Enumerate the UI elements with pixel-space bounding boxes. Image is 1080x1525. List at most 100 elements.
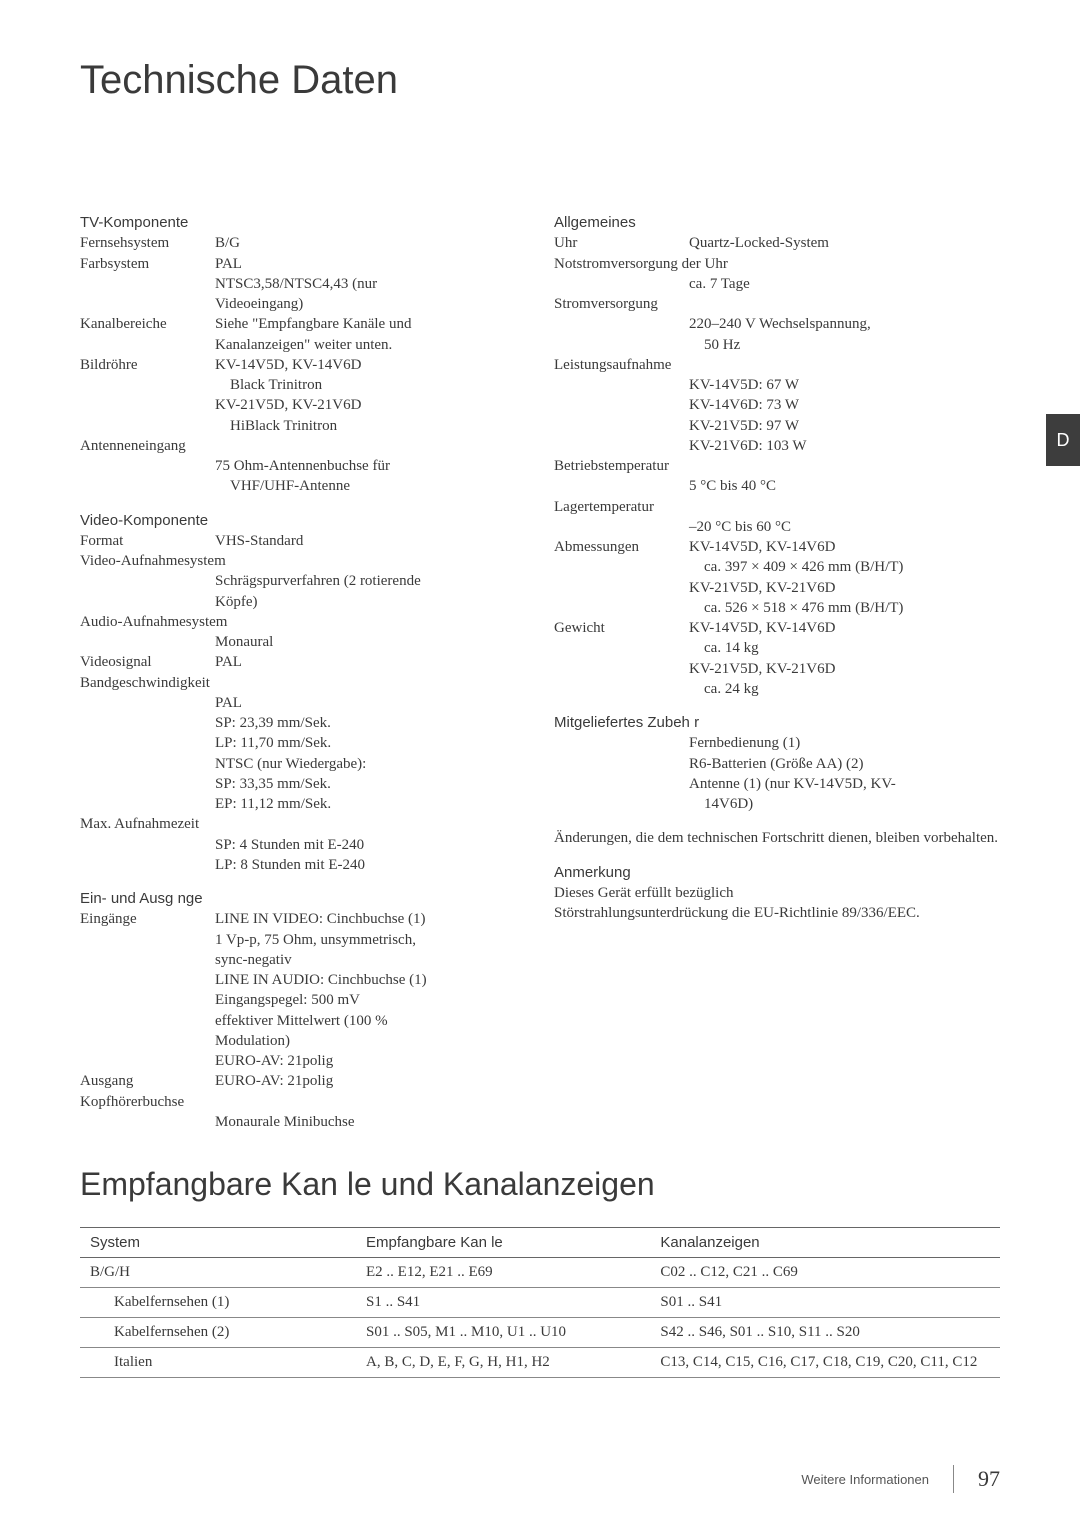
section-heading: TV-Komponente [80,213,526,233]
spec-value: EURO-AV: 21polig [215,1071,526,1091]
table-row: B/G/HE2 .. E12, E21 .. E69C02 .. C12, C2… [80,1258,1000,1288]
spec-line: KV-14V5D: 67 W [554,375,1000,395]
spec-line: effektiver Mittelwert (100 % [80,1011,526,1031]
spec-line: Eingangspegel: 500 mV [80,990,526,1010]
spec-key: Uhr [554,233,689,253]
table-cell: C02 .. C12, C21 .. C69 [650,1258,1000,1288]
spec-value: PAL [215,652,526,672]
note-text: Dieses Gerät erfüllt bezüglich [554,883,1000,903]
note-text: Störstrahlungsunterdrückung die EU-Richt… [554,903,1000,923]
section-tab: D [1046,414,1080,466]
spec-line: EURO-AV: 21polig [80,1051,526,1071]
section-heading: Video-Komponente [80,511,526,531]
spec-value: KV-14V5D, KV-14V6D [689,618,1000,638]
spec-key: Fernsehsystem [80,233,215,253]
spec-line: 220–240 V Wechselspannung, [554,314,1000,334]
table-header: Kanalanzeigen [650,1228,1000,1258]
spec-line: R6-Batterien (Größe AA) (2) [554,754,1000,774]
spec-key: Antenneneingang [80,436,526,456]
table-cell: C13, C14, C15, C16, C17, C18, C19, C20, … [650,1348,1000,1378]
spec-key: Kanalbereiche [80,314,215,334]
table-cell: S01 .. S41 [650,1288,1000,1318]
spec-value: B/G [215,233,526,253]
spec-line: sync-negativ [80,950,526,970]
spec-line: ca. 14 kg [554,638,1000,658]
spec-line: 5 °C bis 40 °C [554,476,1000,496]
spec-line: KV-21V5D, KV-21V6D [554,659,1000,679]
spec-line: Monaurale Minibuchse [80,1112,526,1132]
spec-line: HiBlack Trinitron [80,416,526,436]
table-cell: Kabelfernsehen (1) [80,1288,356,1318]
spec-line: EP: 11,12 mm/Sek. [80,794,526,814]
spec-line: 50 Hz [554,335,1000,355]
table-cell: S1 .. S41 [356,1288,650,1318]
divider [953,1465,954,1493]
spec-line: 75 Ohm-Antennenbuchse für [80,456,526,476]
spec-line: LP: 11,70 mm/Sek. [80,733,526,753]
spec-key: Stromversorgung [554,294,1000,314]
spec-key: Audio-Aufnahmesystem [80,612,526,632]
spec-key: Max. Aufnahmezeit [80,814,526,834]
spec-key: Lagertemperatur [554,497,1000,517]
table-cell: Italien [80,1348,356,1378]
spec-line: SP: 23,39 mm/Sek. [80,713,526,733]
spec-key: Gewicht [554,618,689,638]
section-heading: Mitgeliefertes Zubeh r [554,713,1000,733]
spec-key: Bandgeschwindigkeit [80,673,526,693]
spec-line: Fernbedienung (1) [554,733,1000,753]
spec-line: Black Trinitron [80,375,526,395]
section-title: Empfangbare Kan le und Kanalanzeigen [80,1166,1000,1203]
spec-line: –20 °C bis 60 °C [554,517,1000,537]
table-row: Kabelfernsehen (2)S01 .. S05, M1 .. M10,… [80,1318,1000,1348]
spec-line: 1 Vp-p, 75 Ohm, unsymmetrisch, [80,930,526,950]
spec-line: ca. 24 kg [554,679,1000,699]
spec-key: Kopfhörerbuchse [80,1092,526,1112]
right-column: Allgemeines UhrQuartz-Locked-System Nots… [554,213,1000,1132]
spec-key: Betriebstemperatur [554,456,1000,476]
table-cell: B/G/H [80,1258,356,1288]
spec-line: ca. 526 × 518 × 476 mm (B/H/T) [554,598,1000,618]
spec-line: Antenne (1) (nur KV-14V5D, KV- [554,774,1000,794]
table-row: ItalienA, B, C, D, E, F, G, H, H1, H2C13… [80,1348,1000,1378]
spec-line: NTSC (nur Wiedergabe): [80,754,526,774]
spec-value: KV-14V5D, KV-14V6D [689,537,1000,557]
left-column: TV-Komponente FernsehsystemB/G Farbsyste… [80,213,526,1132]
spec-key: Bildröhre [80,355,215,375]
spec-line: LP: 8 Stunden mit E-240 [80,855,526,875]
spec-line: Köpfe) [80,592,526,612]
spec-line: LINE IN AUDIO: Cinchbuchse (1) [80,970,526,990]
page-footer: Weitere Informationen 97 [801,1465,1000,1493]
spec-line: NTSC3,58/NTSC4,43 (nur [80,274,526,294]
spec-key: Notstromversorgung der Uhr [554,254,1000,274]
spec-line: Schrägspurverfahren (2 rotierende [80,571,526,591]
spec-value: KV-14V5D, KV-14V6D [215,355,526,375]
spec-key: Format [80,531,215,551]
spec-line: ca. 397 × 409 × 426 mm (B/H/T) [554,557,1000,577]
spec-line: 14V6D) [554,794,1000,814]
spec-line: KV-21V5D, KV-21V6D [80,395,526,415]
spec-columns: TV-Komponente FernsehsystemB/G Farbsyste… [80,213,1000,1132]
table-cell: S01 .. S05, M1 .. M10, U1 .. U10 [356,1318,650,1348]
spec-line: SP: 33,35 mm/Sek. [80,774,526,794]
spec-line: VHF/UHF-Antenne [80,476,526,496]
table-cell: E2 .. E12, E21 .. E69 [356,1258,650,1288]
spec-value: Siehe "Empfangbare Kanäle und [215,314,526,334]
spec-key: Abmessungen [554,537,689,557]
spec-line: Monaural [80,632,526,652]
spec-line: PAL [80,693,526,713]
table-cell: A, B, C, D, E, F, G, H, H1, H2 [356,1348,650,1378]
note-text: Änderungen, die dem technischen Fortschr… [554,828,1000,848]
spec-key: Video-Aufnahmesystem [80,551,526,571]
table-header: System [80,1228,356,1258]
spec-key: Ausgang [80,1071,215,1091]
spec-line: SP: 4 Stunden mit E-240 [80,835,526,855]
page-number: 97 [978,1466,1000,1492]
spec-key: Farbsystem [80,254,215,274]
spec-key: Videosignal [80,652,215,672]
spec-line: Kanalanzeigen" weiter unten. [80,335,526,355]
spec-line: KV-21V6D: 103 W [554,436,1000,456]
spec-line: KV-21V5D, KV-21V6D [554,578,1000,598]
spec-line: Modulation) [80,1031,526,1051]
table-cell: S42 .. S46, S01 .. S10, S11 .. S20 [650,1318,1000,1348]
spec-value: PAL [215,254,526,274]
